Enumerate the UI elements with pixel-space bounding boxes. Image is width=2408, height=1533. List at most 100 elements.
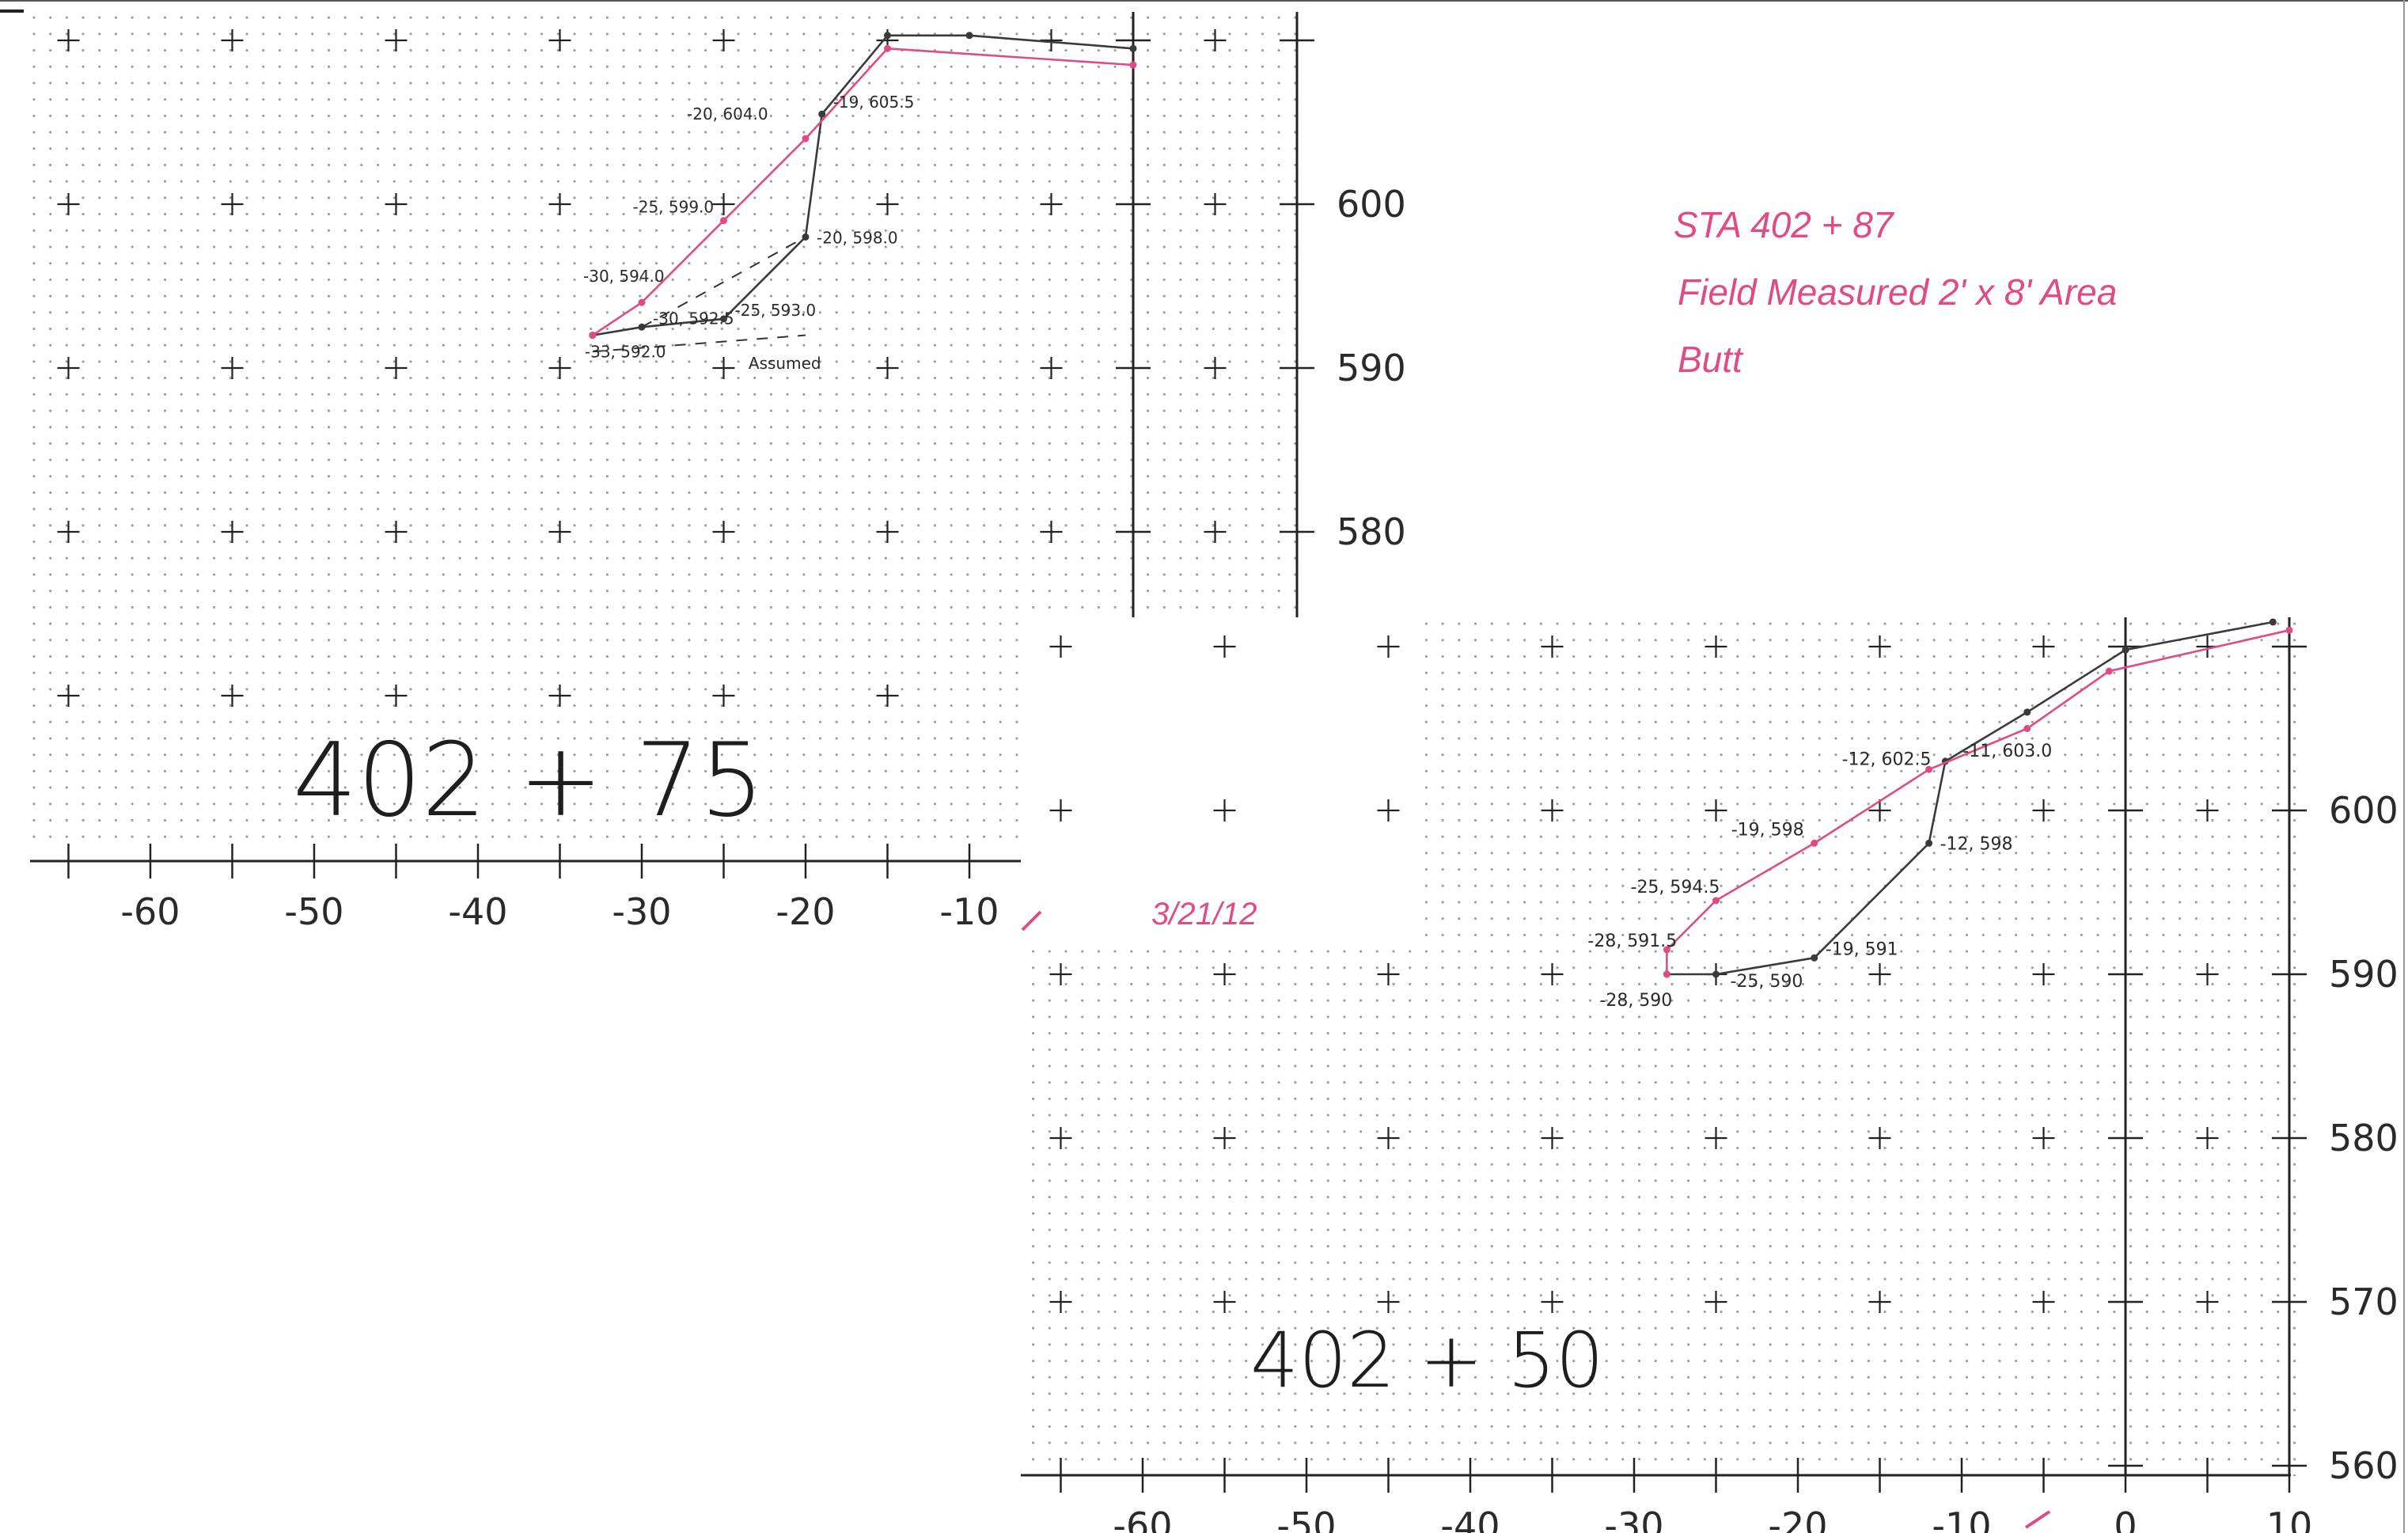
grid-cross: [1204, 193, 1227, 215]
y-tick-label: 600: [2329, 789, 2399, 832]
point-label: -25, 593.0: [735, 301, 817, 320]
grid-cross: [1377, 799, 1400, 822]
data-point: [2285, 626, 2293, 634]
x-tick-label: 10: [2266, 1505, 2313, 1533]
point-label: -11, 603.0: [1962, 742, 2052, 761]
grid-cross: [57, 685, 80, 707]
x-tick-label: -10: [939, 890, 999, 933]
point-label: -12, 602.5: [1842, 749, 1932, 769]
grid-cross: [548, 357, 571, 379]
dot-grid-upper: [1416, 617, 2303, 950]
grid-cross: [1040, 193, 1063, 215]
grid-cross: [712, 193, 735, 215]
plot-station-402-50: -60 -50 -40 -30 -20 -10 0 10 600 590 580 570 560 -12…: [1021, 617, 2399, 1533]
grid-cross: [1049, 963, 1072, 985]
grid-cross: [712, 29, 735, 51]
grid-crosses: [57, 29, 1227, 707]
series-line-field: [1666, 629, 2290, 974]
x-tick-label: -30: [612, 890, 671, 933]
series-line-existing: [1667, 620, 2273, 976]
data-point: [589, 332, 597, 340]
axes: [1021, 617, 2307, 1493]
data-point: [1712, 970, 1720, 978]
grid-cross: [2196, 1127, 2219, 1149]
data-point: [818, 110, 826, 118]
dashed-assumed-line: [641, 236, 806, 328]
y-tick-label: 580: [1337, 510, 1406, 553]
data-point: [1663, 970, 1670, 978]
grid-cross: [2196, 799, 2219, 822]
data-point: [1811, 954, 1818, 962]
x-tick-label: -60: [1113, 1505, 1172, 1533]
grid-cross: [221, 685, 244, 707]
x-tick-label: -60: [120, 890, 180, 933]
station-title: 402 + 50: [1250, 1316, 1604, 1405]
data-point: [638, 298, 646, 306]
grid-cross: [2032, 1291, 2055, 1313]
grid-cross: [712, 357, 735, 379]
point-label: -20, 598.0: [817, 228, 898, 247]
grid-cross: [2032, 963, 2055, 985]
grid-cross: [1541, 799, 1564, 822]
grid-cross: [1705, 1127, 1727, 1149]
grid-cross: [385, 357, 408, 379]
grid-cross: [712, 685, 735, 707]
data-point: [1712, 897, 1720, 905]
grid-cross: [1377, 636, 1400, 658]
y-tick-label: 600: [1337, 183, 1406, 226]
grid-cross: [1213, 1127, 1236, 1149]
grid-cross: [1213, 636, 1236, 658]
station-title: 402 + 75: [293, 722, 764, 840]
data-point: [2023, 708, 2031, 716]
grid-cross: [548, 521, 571, 543]
grid-cross: [1705, 799, 1727, 822]
point-label: -28, 591.5: [1587, 932, 1677, 951]
grid-cross: [1541, 963, 1564, 985]
grid-cross: [2196, 963, 2219, 985]
pink-check-mark: [2024, 1510, 2051, 1529]
x-tick-label: -10: [1932, 1505, 1991, 1533]
grid-cross: [385, 685, 408, 707]
point-label: -25, 590: [1731, 972, 1803, 992]
grid-cross: [1868, 1291, 1891, 1313]
data-point: [1925, 839, 1933, 847]
data-point: [2122, 646, 2129, 654]
dashed-assumed-line: [592, 334, 806, 353]
grid-cross: [2196, 1291, 2219, 1313]
data-point: [1129, 61, 1137, 69]
point-label: Assumed: [749, 354, 821, 373]
point-label: -28, 590: [1599, 991, 1672, 1011]
grid-cross: [1049, 1291, 1072, 1313]
grid-cross: [1049, 799, 1072, 822]
point-label: -25, 599.0: [633, 198, 715, 217]
grid-cross: [221, 29, 244, 51]
y-tick-label: 560: [2329, 1444, 2399, 1487]
grid-cross: [1868, 1127, 1891, 1149]
grid-cross: [1204, 29, 1227, 51]
grid-crosses: [1049, 636, 2219, 1313]
point-label: -25, 594.5: [1631, 878, 1720, 897]
pink-check-mark: [1021, 910, 1042, 932]
data-point: [884, 44, 891, 52]
data-point: [1925, 765, 1933, 773]
data-point: [1129, 44, 1137, 52]
series-line-field: [592, 47, 1134, 336]
series-lines: [589, 32, 1137, 353]
point-annotations: -12, 602.5 -11, 603.0 -19, 598 -12, 598 -25,…: [1587, 742, 2052, 1011]
series-lines: [1663, 618, 2293, 978]
y-tick-label: 590: [1337, 347, 1406, 389]
grid-cross: [1049, 1127, 1072, 1149]
grid-cross: [1541, 1291, 1564, 1313]
grid-cross: [2032, 636, 2055, 658]
grid-cross: [876, 521, 899, 543]
grid-cross: [1040, 521, 1063, 543]
grid-cross: [1040, 357, 1063, 379]
grid-cross: [1868, 963, 1891, 985]
grid-cross: [385, 521, 408, 543]
data-point: [1811, 839, 1818, 847]
grid-cross: [1204, 357, 1227, 379]
x-tick-label: -30: [1604, 1505, 1663, 1533]
grid-cross: [712, 521, 735, 543]
x-tick-label: -40: [1440, 1505, 1500, 1533]
